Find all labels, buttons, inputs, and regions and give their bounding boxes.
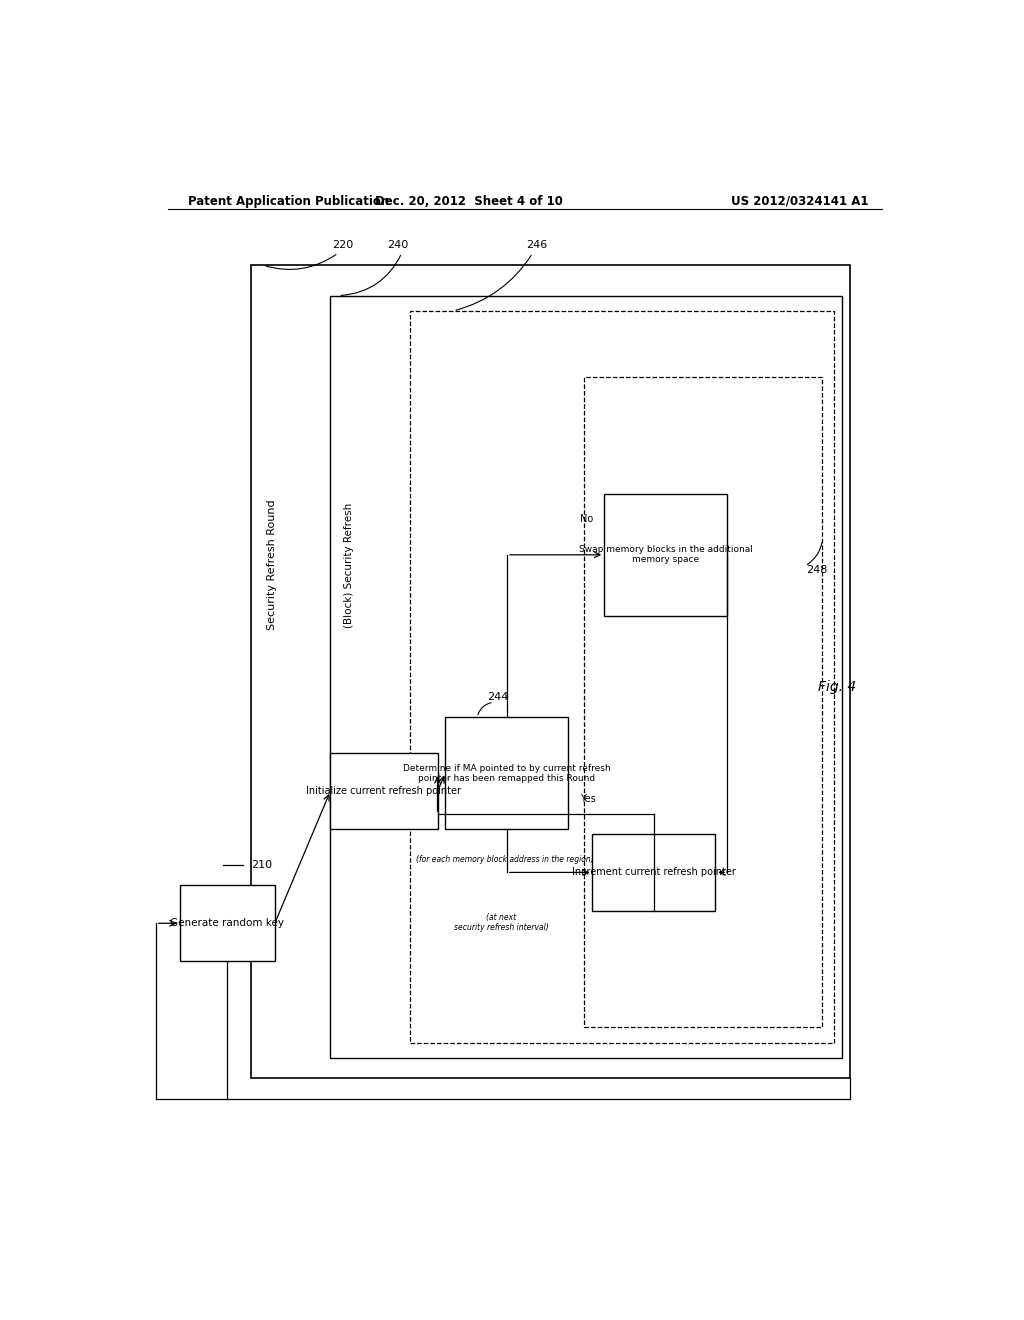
- Text: Initialize current refresh pointer: Initialize current refresh pointer: [306, 787, 462, 796]
- Bar: [585, 378, 822, 1027]
- Text: Security Refresh Round: Security Refresh Round: [267, 500, 278, 630]
- Text: US 2012/0324141 A1: US 2012/0324141 A1: [731, 195, 868, 209]
- Bar: [251, 265, 850, 1078]
- FancyArrowPatch shape: [456, 255, 531, 310]
- Text: (Block) Security Refresh: (Block) Security Refresh: [344, 503, 353, 627]
- Text: 246: 246: [526, 240, 548, 249]
- Text: (at next
security refresh interval): (at next security refresh interval): [454, 913, 549, 932]
- FancyArrowPatch shape: [265, 255, 336, 269]
- Text: Patent Application Publication: Patent Application Publication: [187, 195, 389, 209]
- FancyArrowPatch shape: [341, 256, 400, 296]
- Bar: [445, 718, 568, 829]
- Bar: [592, 834, 715, 911]
- Text: Increment current refresh pointer: Increment current refresh pointer: [571, 867, 735, 878]
- Text: Generate random key: Generate random key: [170, 919, 285, 928]
- Bar: [410, 312, 835, 1043]
- Bar: [331, 752, 437, 829]
- FancyArrowPatch shape: [478, 702, 492, 714]
- Text: Determine if MA pointed to by current refresh
pointer has been remapped this Rou: Determine if MA pointed to by current re…: [403, 764, 610, 783]
- Text: Yes: Yes: [581, 793, 596, 804]
- Bar: [331, 296, 842, 1057]
- Text: Fig. 4: Fig. 4: [818, 680, 857, 694]
- Text: 240: 240: [387, 240, 409, 249]
- FancyArrowPatch shape: [807, 543, 822, 565]
- Bar: [179, 886, 274, 961]
- Text: No: No: [581, 515, 594, 524]
- Text: 244: 244: [487, 692, 509, 702]
- Text: 210: 210: [251, 859, 272, 870]
- Text: 248: 248: [807, 565, 827, 576]
- Text: Dec. 20, 2012  Sheet 4 of 10: Dec. 20, 2012 Sheet 4 of 10: [376, 195, 563, 209]
- Text: (for each memory block address in the region): (for each memory block address in the re…: [416, 855, 594, 865]
- Text: 220: 220: [332, 240, 353, 249]
- Bar: [604, 494, 727, 615]
- Text: Swap memory blocks in the additional
memory space: Swap memory blocks in the additional mem…: [579, 545, 753, 565]
